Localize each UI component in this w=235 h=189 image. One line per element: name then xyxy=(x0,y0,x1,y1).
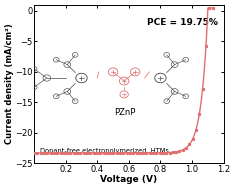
Text: PCE = 19.75%: PCE = 19.75% xyxy=(147,18,218,26)
Text: PZnP: PZnP xyxy=(114,108,136,117)
X-axis label: Voltage (V): Voltage (V) xyxy=(100,175,157,184)
Y-axis label: Current density (mA/cm²): Current density (mA/cm²) xyxy=(5,24,14,144)
Text: Dopant-free electropolymerized  HTMs: Dopant-free electropolymerized HTMs xyxy=(40,148,169,154)
